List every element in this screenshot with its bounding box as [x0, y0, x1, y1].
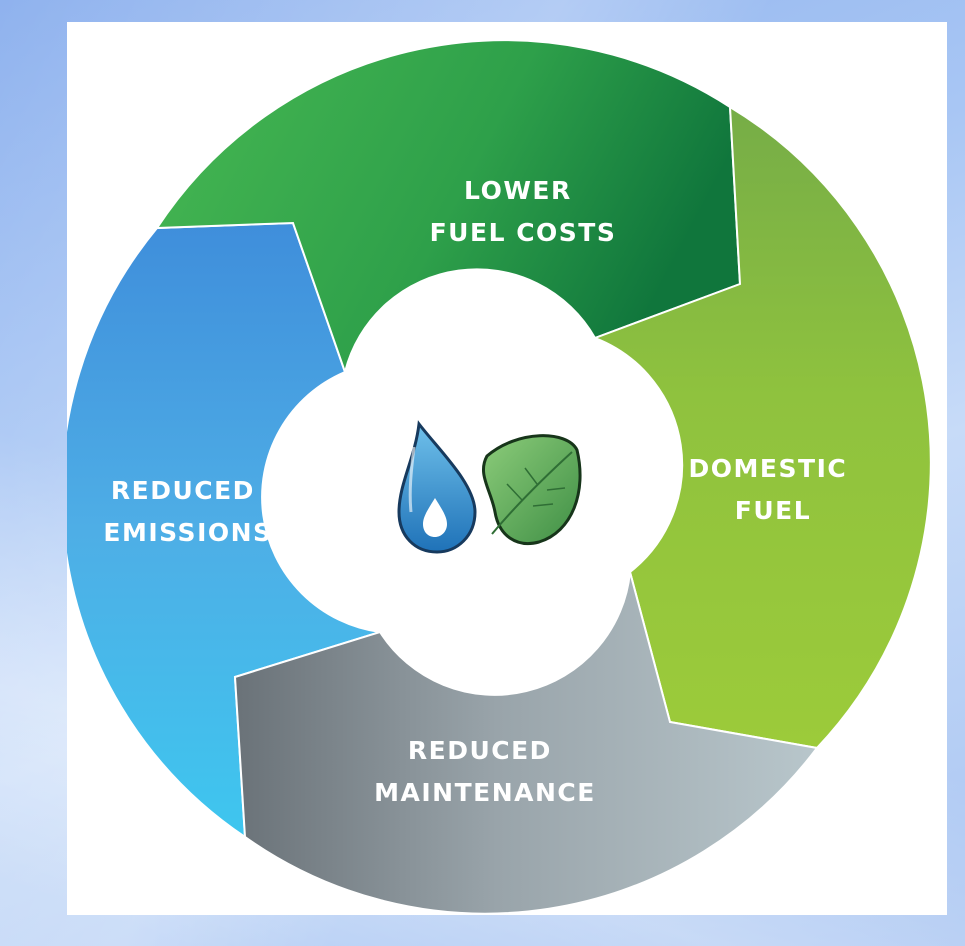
- label-reduced-maintenance: REDUCED MAINTENANCE: [374, 736, 596, 807]
- segment-domestic-fuel: [592, 105, 932, 750]
- segment-reduced-maintenance: [233, 571, 819, 915]
- label-domestic-fuel: DOMESTIC FUEL: [689, 454, 858, 525]
- label-lower-fuel-costs: LOWER FUEL COSTS: [430, 176, 617, 247]
- diagram-panel: LOWER FUEL COSTS DOMESTIC FUEL REDUCED M…: [67, 22, 947, 915]
- benefit-cycle-diagram: LOWER FUEL COSTS DOMESTIC FUEL REDUCED M…: [67, 39, 932, 915]
- label-reduced-emissions: REDUCED EMISSIONS: [103, 476, 272, 547]
- water-drop-leaf-icon: [397, 420, 582, 554]
